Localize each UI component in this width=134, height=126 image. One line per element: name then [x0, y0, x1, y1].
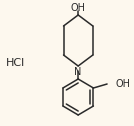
Text: OH: OH [116, 79, 131, 89]
Text: HCl: HCl [6, 58, 25, 68]
Text: OH: OH [71, 3, 86, 13]
Text: N: N [75, 67, 82, 77]
